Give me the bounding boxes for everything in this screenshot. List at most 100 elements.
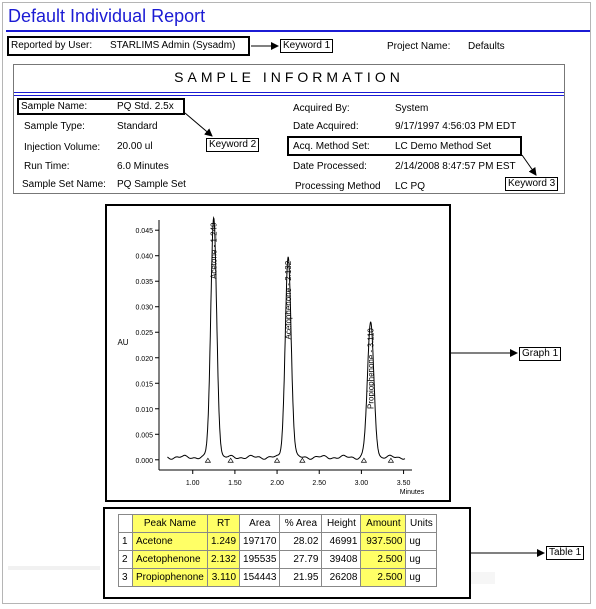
sample-name-label: Sample Name:	[21, 101, 88, 112]
integration-marker	[273, 457, 281, 463]
peak-label: Acetophenone - 2.132	[284, 260, 293, 339]
keyword2-arrow	[184, 112, 213, 137]
cell-peak-name: Acetophenone	[132, 550, 208, 569]
y-tick-label: 0.040	[135, 254, 153, 261]
peak-results-table: Peak Name RT Area % Area Height Amount U…	[118, 514, 438, 587]
sample-name-value: PQ Std. 2.5x	[117, 101, 174, 112]
integration-marker	[204, 457, 212, 463]
report-title: Default Individual Report	[8, 6, 206, 26]
cell-units: ug	[405, 568, 438, 587]
x-tick-label: 1.00	[186, 480, 200, 487]
y-tick-label: 0.020	[135, 356, 153, 363]
peak-label: Propiophenone - 3.110	[367, 328, 376, 409]
sample-type-value: Standard	[117, 121, 158, 132]
scan-artifact	[8, 566, 100, 570]
table-row: 2 Acetophenone 2.132 195535 27.79 39408 …	[118, 550, 438, 569]
date-acquired-label: Date Acquired:	[293, 121, 359, 132]
cell-area: 195535	[239, 550, 281, 569]
integration-marker	[387, 457, 395, 463]
integration-marker	[299, 457, 306, 463]
integration-marker	[360, 457, 368, 463]
y-tick-label: 0.045	[135, 228, 153, 235]
y-tick-label: 0.025	[135, 330, 153, 337]
x-axis-title: Minutes	[400, 489, 425, 496]
table-header-row: Peak Name RT Area % Area Height Amount U…	[118, 514, 438, 533]
cell-height: 39408	[321, 550, 362, 569]
injection-volume-value: 20.00 ul	[117, 141, 153, 152]
graph1-highlight-box	[105, 204, 451, 502]
x-tick-label: 1.50	[228, 480, 242, 487]
y-tick-label: 0.030	[135, 305, 153, 312]
cell-pct-area: 28.02	[279, 532, 323, 551]
cell-rt: 3.110	[206, 568, 241, 587]
date-acquired-value: 9/17/1997 4:56:03 PM EDT	[395, 121, 517, 132]
cell-units: ug	[405, 550, 438, 569]
cell-height: 46991	[321, 532, 362, 551]
y-axis-title: AU	[117, 338, 128, 347]
date-processed-value: 2/14/2008 8:47:57 PM EST	[395, 161, 516, 172]
acq-method-set-value: LC Demo Method Set	[395, 141, 492, 152]
peak-label: Acetone - 1.249	[210, 222, 219, 279]
cell-peak-name: Acetone	[132, 532, 208, 551]
cell-pct-area: 21.95	[279, 568, 323, 587]
cell-area: 154443	[239, 568, 281, 587]
acquired-by-value: System	[395, 103, 429, 114]
run-time-label: Run Time:	[24, 161, 70, 172]
project-name-label: Project Name:	[387, 41, 451, 52]
col-header-peak-name: Peak Name	[132, 514, 208, 533]
graph1-callout: Graph 1	[519, 347, 562, 361]
x-tick-label: 2.00	[270, 480, 284, 487]
chromatogram-trace	[167, 215, 406, 460]
acquired-by-label: Acquired By:	[293, 103, 350, 114]
cell-pct-area: 27.79	[279, 550, 323, 569]
processing-method-value: LC PQ	[395, 181, 426, 192]
col-header-height: Height	[321, 514, 362, 533]
scan-artifact	[470, 572, 495, 584]
cell-rt: 2.132	[206, 550, 241, 569]
col-header-units: Units	[405, 514, 438, 533]
heading-rule	[14, 92, 564, 93]
sample-type-label: Sample Type:	[24, 121, 85, 132]
reported-by-label: Reported by User:	[11, 40, 93, 51]
x-tick-label: 2.50	[312, 480, 326, 487]
cell-amount: 937.500	[360, 532, 407, 551]
heading-rule	[14, 95, 564, 96]
x-tick-label: 3.50	[397, 480, 411, 487]
run-time-value: 6.0 Minutes	[117, 161, 169, 172]
keyword3-callout: Keyword 3	[505, 177, 559, 191]
cell-peak-name: Propiophenone	[132, 568, 208, 587]
col-header-area: Area	[239, 514, 281, 533]
cell-rt: 1.249	[206, 532, 241, 551]
keyword2-callout: Keyword 2	[206, 138, 260, 152]
keyword3-arrow	[521, 154, 537, 176]
cell-index: 3	[118, 568, 133, 587]
table1-highlight-box	[103, 507, 471, 599]
title-divider	[6, 30, 590, 32]
cell-index: 2	[118, 550, 133, 569]
sample-set-name-value: PQ Sample Set	[117, 179, 186, 190]
x-tick-label: 3.00	[355, 480, 369, 487]
y-tick-label: 0.015	[135, 381, 153, 388]
date-processed-label: Date Processed:	[293, 161, 367, 172]
project-name-value: Defaults	[468, 41, 505, 52]
sample-information-heading: SAMPLE INFORMATION	[174, 69, 404, 85]
keyword3-highlight-box	[287, 136, 522, 156]
y-tick-label: 0.000	[135, 458, 153, 465]
chromatogram-chart: 0.000 0.005 0.010 0.015 0.020 0.025 0.030 0.035…	[117, 215, 425, 496]
table1-callout: Table 1	[546, 546, 585, 560]
y-tick-label: 0.005	[135, 432, 153, 439]
cell-height: 26208	[321, 568, 362, 587]
reported-by-value: STARLIMS Admin (Sysadm)	[110, 40, 236, 51]
keyword1-highlight-box	[7, 36, 250, 56]
col-header-index	[118, 514, 133, 533]
processing-method-label: Processing Method	[295, 181, 381, 192]
sample-set-name-label: Sample Set Name:	[22, 179, 106, 190]
cell-units: ug	[405, 532, 438, 551]
injection-volume-label: Injection Volume:	[24, 142, 101, 153]
col-header-rt: RT	[206, 514, 241, 533]
cell-amount: 2.500	[360, 568, 407, 587]
cell-area: 197170	[239, 532, 281, 551]
cell-amount: 2.500	[360, 550, 407, 569]
sample-information-panel	[13, 64, 565, 194]
